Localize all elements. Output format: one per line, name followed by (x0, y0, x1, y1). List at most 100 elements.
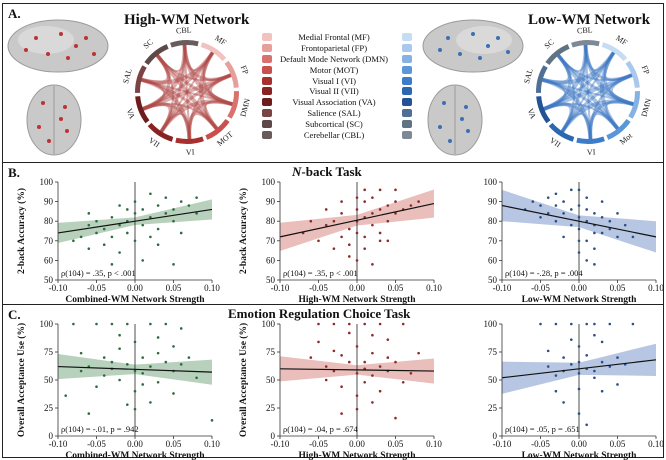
legend-row: Visual II (VII) (262, 86, 412, 97)
data-point (593, 231, 596, 235)
legend-swatch-high (262, 108, 272, 117)
legend-row: Visual I (VI) (262, 75, 412, 86)
chord-link (561, 51, 615, 133)
y-tick-label: 75 (488, 347, 498, 357)
y-tick-label: 100 (262, 177, 276, 187)
x-tick-label: -0.05 (531, 439, 550, 449)
data-point (401, 380, 405, 384)
high-brain-top-illustration (26, 84, 82, 156)
panel-b-title: N-back Task (292, 164, 362, 180)
x-axis-label: Combined-WM Network Strength (65, 451, 205, 460)
chord-link (584, 44, 592, 140)
x-tick-label: 0.10 (204, 439, 220, 449)
x-tick-label: 0.10 (204, 283, 220, 293)
data-point (562, 235, 565, 239)
legend-row: Motor (MOT) (262, 64, 412, 75)
data-point (126, 322, 129, 326)
chord-link (560, 73, 634, 134)
legend-swatch-low (402, 33, 412, 42)
x-tick-label: 0.10 (648, 283, 664, 293)
legend-label: Visual II (VII) (309, 86, 359, 97)
data-point (317, 322, 320, 326)
chord-link (542, 50, 616, 111)
chord-link (183, 44, 214, 72)
data-point (539, 215, 542, 219)
data-point (340, 412, 343, 415)
x-axis-label: High-WM Network Strength (299, 295, 417, 305)
legend-label: Salience (SAL) (307, 107, 361, 118)
data-point (608, 365, 612, 368)
y-tick-label: 100 (484, 177, 498, 187)
x-tick-label: -0.05 (309, 283, 328, 293)
data-point (616, 383, 619, 386)
chord-label: CBL (176, 26, 192, 36)
data-point (593, 369, 596, 373)
chord-link (182, 43, 234, 107)
data-point (531, 200, 535, 203)
data-point (141, 223, 144, 227)
data-point (363, 235, 366, 239)
data-point (340, 354, 343, 357)
data-point (554, 374, 558, 377)
legend-row: Salience (SAL) (262, 108, 412, 119)
y-tick-label: 0 (493, 431, 498, 441)
legend-row: Frontoparietal (FP) (262, 43, 412, 54)
chord-label: MF (614, 33, 629, 47)
chord-link (542, 53, 572, 111)
data-point (79, 369, 83, 373)
chord-label: SAL (522, 67, 535, 84)
legend-swatch-high (262, 130, 272, 139)
data-point (371, 374, 374, 377)
data-point (102, 243, 106, 247)
data-point (118, 333, 121, 337)
legend-label: Visual Association (VA) (292, 97, 376, 108)
data-point (371, 263, 374, 266)
chord-link (140, 77, 192, 141)
data-point (141, 208, 144, 211)
chord-link (542, 102, 574, 134)
chord-link (541, 78, 567, 111)
y-tick-label: 90 (44, 197, 54, 207)
chord-link (204, 100, 234, 130)
data-point (64, 394, 67, 397)
scatter-combined-wm-acceptance: -0.10 -0.05 0.00 0.05 0.10 0 25 50 75 100 Combined… (16, 319, 220, 460)
data-point (195, 212, 198, 215)
chord-label: MF (213, 33, 228, 47)
y-tick-label: 50 (488, 375, 498, 385)
data-point (118, 251, 121, 254)
data-point (394, 200, 397, 203)
data-point (585, 196, 588, 199)
data-point (309, 219, 313, 223)
data-point (631, 322, 635, 326)
chord-link (159, 99, 234, 134)
chord-label: VII (548, 136, 563, 150)
data-point (141, 383, 144, 386)
data-point (585, 239, 588, 243)
data-point (324, 378, 328, 382)
x-tick-label: 0.10 (426, 283, 442, 293)
data-point (324, 365, 328, 368)
y-axis-label: 2-back Accuracy (%) (238, 188, 249, 274)
chord-arc (135, 65, 147, 93)
data-point (577, 188, 581, 192)
legend-label: Default Mode Network (DMN) (279, 53, 389, 64)
data-point (149, 215, 152, 219)
y-tick-label: 75 (266, 347, 276, 357)
data-point (585, 219, 588, 223)
data-point (141, 259, 144, 262)
data-point (378, 208, 382, 211)
data-point (348, 331, 351, 335)
data-point (172, 208, 175, 211)
data-point (363, 322, 366, 326)
x-tick-label: -0.10 (271, 439, 290, 449)
scatter-combined-wm-nback: -0.10 -0.05 0.00 0.05 0.10 50 60 70 80 90 100 Combi… (16, 177, 220, 305)
stats-annotation: ρ(104) = -.28, p = .004 (505, 268, 583, 278)
data-point (554, 204, 558, 207)
data-point (179, 231, 183, 235)
data-point (562, 401, 565, 404)
regression-line (57, 365, 213, 373)
data-point (394, 212, 397, 215)
chord-link (207, 72, 234, 107)
legend-swatch-high (262, 33, 272, 42)
legend-swatch-high (262, 54, 272, 63)
